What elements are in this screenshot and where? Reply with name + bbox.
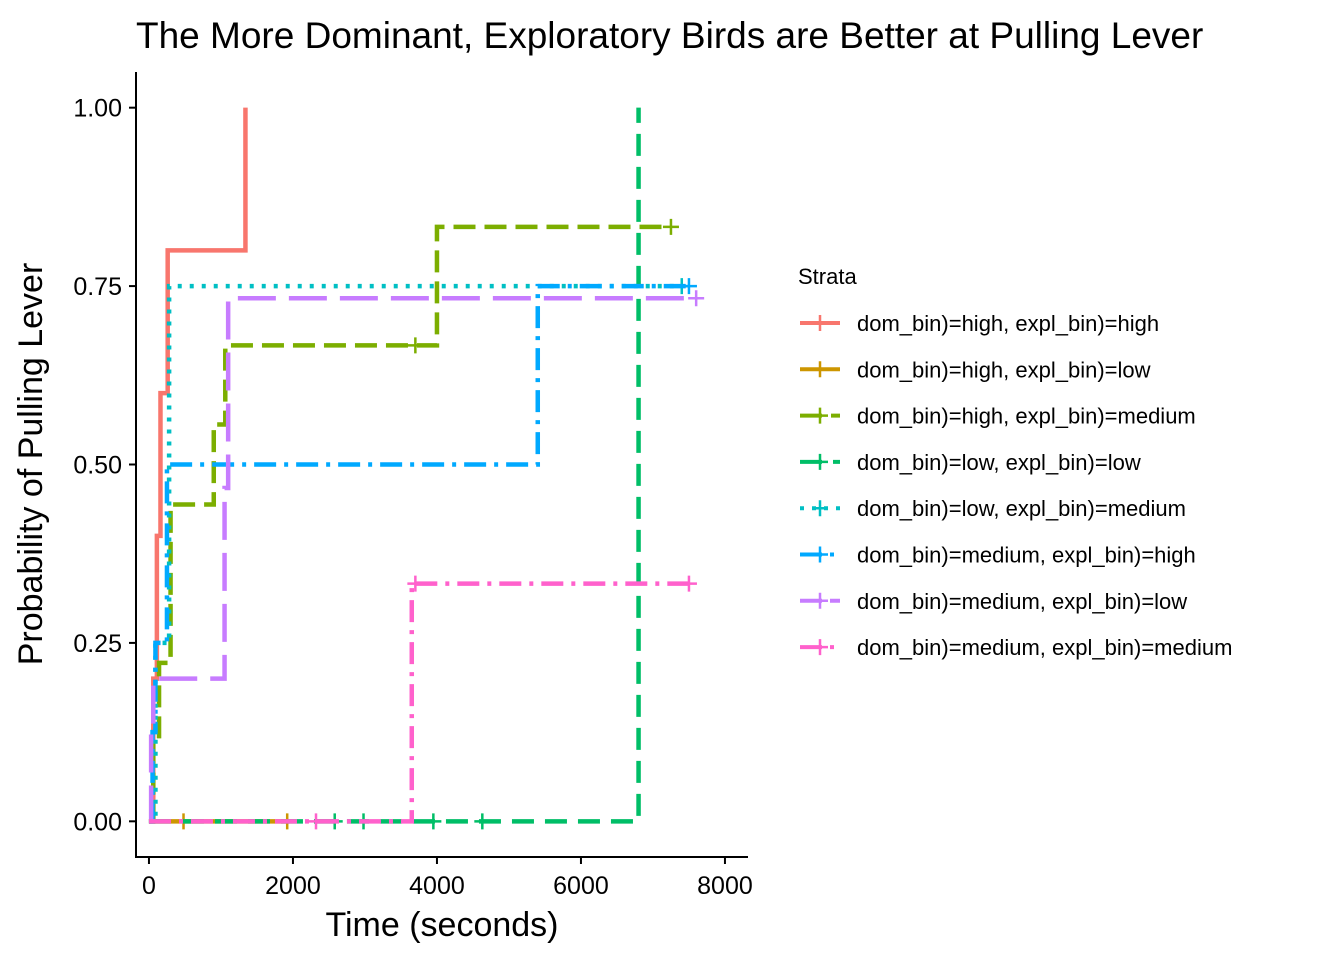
x-tick-label: 6000 bbox=[553, 872, 609, 900]
y-ticks: 0.00 0.25 0.50 0.75 1.00 bbox=[73, 95, 136, 836]
censor-mark bbox=[407, 337, 424, 354]
censor-mark bbox=[308, 813, 324, 830]
chart-title: The More Dominant, Exploratory Birds are… bbox=[136, 15, 1203, 56]
legend-key-cross bbox=[812, 639, 828, 656]
x-tick-label: 0 bbox=[142, 872, 156, 900]
y-axis-title: Probability of Pulling Lever bbox=[12, 263, 50, 666]
plot-lines bbox=[148, 107, 705, 830]
legend-title: Strata bbox=[798, 264, 857, 289]
legend-key-cross bbox=[812, 592, 828, 609]
y-tick-label: 0.25 bbox=[73, 630, 122, 658]
x-tick-label: 8000 bbox=[697, 872, 753, 900]
legend-key-cross bbox=[812, 407, 828, 424]
legend-label: dom_bin)=low, expl_bin)=low bbox=[857, 450, 1141, 475]
legend-key-cross bbox=[812, 546, 828, 563]
censor-mark bbox=[407, 575, 424, 592]
x-axis-title: Time (seconds) bbox=[325, 906, 558, 944]
series-line-6 bbox=[148, 295, 697, 824]
censor-mark bbox=[662, 218, 679, 235]
y-tick-label: 1.00 bbox=[73, 95, 122, 123]
x-tick-label: 2000 bbox=[265, 872, 321, 900]
series-line-7 bbox=[148, 581, 689, 824]
legend-label: dom_bin)=high, expl_bin)=high bbox=[857, 311, 1159, 336]
legend-label: dom_bin)=medium, expl_bin)=high bbox=[857, 543, 1196, 568]
legend-label: dom_bin)=low, expl_bin)=medium bbox=[857, 496, 1186, 521]
censor-mark bbox=[680, 278, 697, 295]
series-line-3 bbox=[148, 107, 641, 824]
x-tick-label: 4000 bbox=[409, 872, 465, 900]
x-ticks: 0 2000 4000 6000 8000 bbox=[142, 857, 753, 900]
y-tick-label: 0.75 bbox=[73, 273, 122, 301]
y-tick-label: 0.50 bbox=[73, 452, 122, 480]
series-line-5 bbox=[148, 283, 689, 824]
y-tick-label: 0.00 bbox=[73, 808, 122, 836]
censor-mark bbox=[474, 813, 491, 830]
censor-mark bbox=[680, 575, 697, 592]
legend-key-cross bbox=[812, 500, 828, 517]
legend: Strata dom_bin)=high, expl_bin)=highdom_… bbox=[798, 264, 1232, 660]
censor-mark bbox=[688, 290, 705, 307]
censor-mark bbox=[425, 813, 442, 830]
legend-key-cross bbox=[812, 453, 828, 470]
legend-label: dom_bin)=high, expl_bin)=low bbox=[857, 357, 1151, 382]
legend-label: dom_bin)=high, expl_bin)=medium bbox=[857, 404, 1196, 429]
legend-label: dom_bin)=medium, expl_bin)=low bbox=[857, 589, 1187, 614]
legend-key-cross bbox=[812, 361, 828, 378]
legend-items: dom_bin)=high, expl_bin)=high dom_bin)=hi… bbox=[800, 311, 1232, 660]
legend-key-cross bbox=[812, 315, 828, 331]
legend-label: dom_bin)=medium, expl_bin)=medium bbox=[857, 635, 1232, 660]
